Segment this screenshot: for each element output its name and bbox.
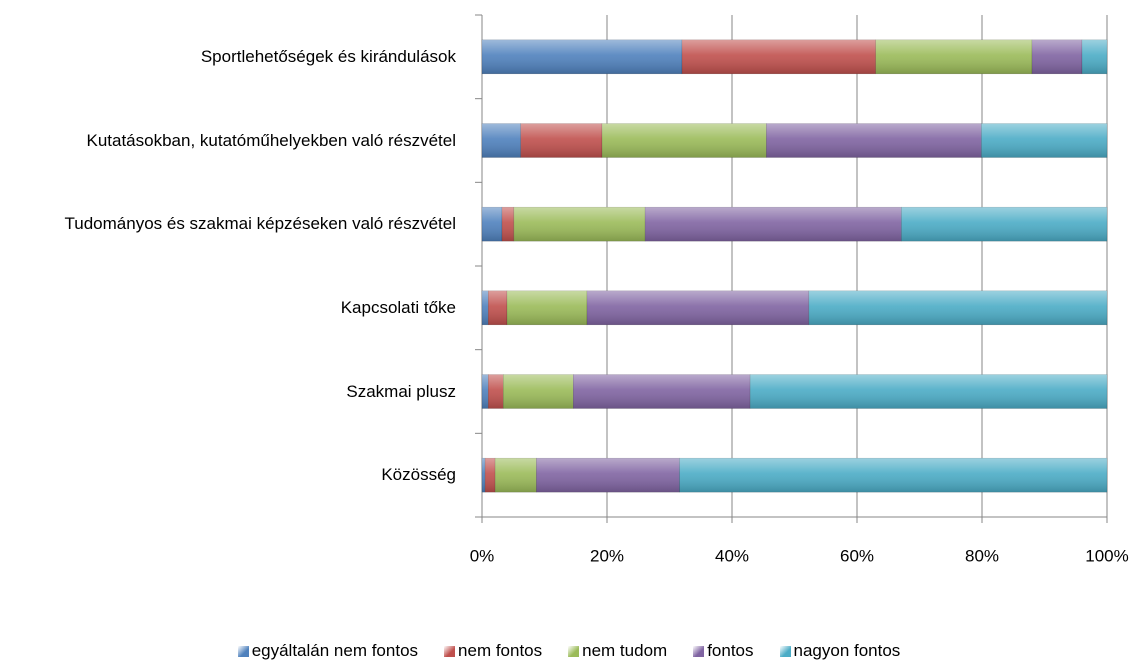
bar-segment <box>506 290 588 326</box>
bar-segment <box>503 374 574 409</box>
category-label: Kutatásokban, kutatóműhelyekben való rés… <box>86 130 456 150</box>
bar-segment <box>808 290 1108 326</box>
bar-segment <box>481 123 521 158</box>
legend-item: nem tudom <box>568 641 667 661</box>
legend-swatch <box>237 645 249 657</box>
bar-segment <box>901 206 1108 242</box>
bar-segment <box>494 457 537 493</box>
bar-segment <box>766 123 982 158</box>
bar-segment <box>875 39 1033 75</box>
legend-swatch <box>693 645 705 657</box>
bar-segment <box>573 374 751 409</box>
bar-segment <box>679 457 1108 493</box>
bar-segment <box>749 374 1108 409</box>
category-label: Közösség <box>381 465 456 485</box>
legend-label: nem tudom <box>582 641 668 660</box>
bar-segment <box>481 457 486 493</box>
bar-segment <box>481 39 683 75</box>
x-tick-label: 40% <box>715 546 749 565</box>
category-label-box: Kutatásokban, kutatóműhelyekben való rés… <box>0 101 456 181</box>
bar-segment <box>484 457 496 493</box>
x-tick-label: 60% <box>840 546 874 565</box>
legend-label: nem fontos <box>458 641 543 660</box>
bar-segment <box>481 206 503 242</box>
bar-segment <box>1081 39 1108 75</box>
category-label-box: Tudományos és szakmai képzéseken való ré… <box>0 184 457 264</box>
legend-label: fontos <box>707 641 754 660</box>
legend-item: fontos <box>693 641 754 661</box>
legend-label: egyáltalán nem fontos <box>251 641 419 660</box>
category-label-box: Kapcsolati tőke <box>0 268 456 348</box>
bar-segment <box>488 290 508 326</box>
legend-item: egyáltalán nem fontos <box>237 641 419 661</box>
bar-segment <box>501 206 515 242</box>
category-label: Szakmai plusz <box>346 381 456 401</box>
x-tick-label: 0% <box>470 546 495 565</box>
bar-segment <box>520 123 603 158</box>
legend-swatch <box>444 645 456 657</box>
bar-segment <box>981 123 1108 158</box>
x-tick-label: 100% <box>1085 546 1128 565</box>
bar-segment <box>1031 39 1083 75</box>
bar-segment <box>536 457 680 493</box>
x-tick-label: 80% <box>965 546 999 565</box>
bar-segment <box>488 374 504 409</box>
legend-swatch <box>779 645 791 657</box>
bar-segment <box>586 290 810 326</box>
bar-segment <box>601 123 767 158</box>
x-tick-label: 20% <box>590 546 624 565</box>
bar-segment <box>644 206 902 242</box>
category-label: Sportlehetőségek és kirándulások <box>200 47 456 67</box>
category-label-box: Sportlehetőségek és kirándulások <box>0 17 456 97</box>
category-label-box: Közösség <box>0 435 456 515</box>
bar-segment <box>681 39 876 75</box>
category-label-box: Szakmai plusz <box>0 352 456 432</box>
legend-item: nem fontos <box>444 641 542 661</box>
category-label: Kapcsolati tőke <box>340 298 456 318</box>
category-label: Tudományos és szakmai képzéseken való ré… <box>64 214 457 234</box>
bar-segment <box>513 206 646 242</box>
legend-swatch <box>568 645 580 657</box>
bar-segment <box>481 374 489 409</box>
legend-label: nagyon fontos <box>793 641 901 660</box>
legend-item: nagyon fontos <box>779 641 901 661</box>
bar-segment <box>481 290 489 326</box>
legend: egyáltalán nem fontos nem fontos nem tudom… <box>0 641 1138 661</box>
